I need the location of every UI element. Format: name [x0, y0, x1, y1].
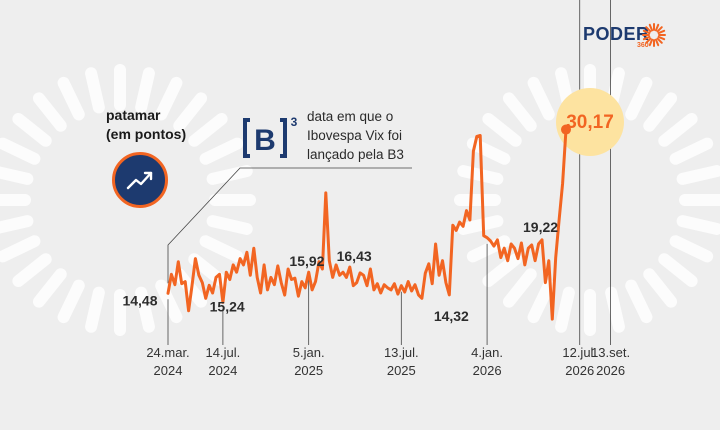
trend-up-icon [112, 152, 168, 208]
x-tick-label-line1: 5.jan. [293, 345, 325, 360]
last-point-marker [561, 124, 571, 135]
data-label: 19,22 [523, 219, 558, 235]
b3-logo-superscript: 3 [291, 116, 298, 129]
x-tick-label-line2: 2026 [596, 363, 625, 378]
logo-wordmark: PODER [583, 24, 650, 44]
x-tick-label-line1: 12.jul. [562, 345, 597, 360]
x-tick-label-line1: 13.jul. [384, 345, 419, 360]
x-tick-label-line1: 13.set. [591, 345, 630, 360]
x-tick-label-line2: 2026 [565, 363, 594, 378]
x-tick-label-line2: 2024 [208, 363, 237, 378]
b3-logo-letter: B [254, 124, 276, 157]
x-tick-label-line1: 4.jan. [471, 345, 503, 360]
x-tick-label: 4.jan. 2026 [471, 345, 503, 378]
b3-note-line2: Ibovespa Vix foi [307, 128, 403, 143]
series-line [166, 128, 568, 321]
data-label: 14,32 [434, 308, 469, 324]
x-tick-label-line2: 2025 [294, 363, 323, 378]
x-tick-label: 5.jan. 2025 [293, 345, 325, 378]
x-tick-label-line1: 14.jul. [206, 345, 241, 360]
data-label: 16,43 [337, 248, 372, 264]
x-tick-label-line2: 2026 [473, 363, 502, 378]
logo-subtext: 360 [637, 42, 649, 49]
b3-logo: B 3 [242, 115, 302, 168]
b3-note: data em que o Ibovespa Vix foi lançado p… [307, 107, 437, 164]
x-tick-label-line2: 2025 [387, 363, 416, 378]
b3-note-line3: lançado pela B3 [307, 147, 404, 162]
x-tick-label: 13.set. 2026 [591, 345, 630, 378]
b3-note-line1: data em que o [307, 109, 394, 124]
x-tick-label: 24.mar. 2024 [146, 345, 189, 378]
sunburst-rays [0, 64, 256, 336]
x-tick-label: 13.jul. 2025 [384, 345, 419, 378]
x-tick-label: 14.jul. 2024 [206, 345, 241, 378]
data-label: 15,24 [210, 298, 245, 314]
legend-title-line1: patamar [106, 107, 161, 123]
data-label: 15,92 [289, 253, 324, 269]
b3-leader-line [167, 167, 412, 284]
data-label: 14,48 [122, 292, 157, 308]
sunburst-rays [454, 64, 720, 336]
sun-logo-icon [642, 23, 666, 47]
x-tick-label: 12.jul. 2026 [562, 345, 597, 378]
legend-title: patamar (em pontos) [106, 106, 246, 144]
highlight-circle [556, 88, 624, 156]
x-tick-label-line1: 24.mar. [146, 345, 189, 360]
legend-title-line2: (em pontos) [106, 126, 187, 142]
x-tick-label-line2: 2024 [154, 363, 183, 378]
last-value-label: 30,17 [566, 112, 614, 133]
